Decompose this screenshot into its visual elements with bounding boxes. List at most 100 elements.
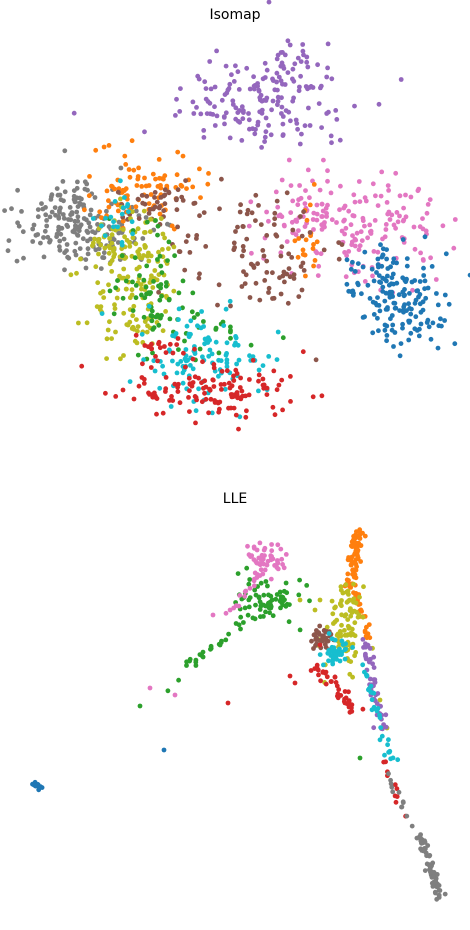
scatter-point bbox=[274, 387, 280, 393]
scatter-point bbox=[426, 853, 432, 859]
scatter-point bbox=[150, 350, 155, 356]
scatter-point bbox=[260, 556, 266, 562]
scatter-point bbox=[328, 133, 334, 139]
scatter-point bbox=[311, 182, 317, 187]
scatter-point bbox=[401, 304, 407, 310]
scatter-point bbox=[142, 230, 147, 235]
scatter-point bbox=[361, 584, 366, 590]
scatter-point bbox=[152, 190, 158, 195]
scatter-point bbox=[247, 595, 253, 600]
scatter-point bbox=[268, 557, 274, 563]
scatter-point bbox=[363, 653, 368, 659]
scatter-point bbox=[362, 628, 368, 634]
scatter-point bbox=[93, 147, 99, 153]
scatter-point bbox=[103, 215, 108, 221]
scatter-point bbox=[429, 872, 435, 877]
scatter-point bbox=[369, 689, 375, 695]
scatter-point bbox=[340, 590, 346, 596]
scatter-point bbox=[316, 672, 321, 678]
scatter-point bbox=[367, 222, 373, 228]
scatter-point bbox=[431, 870, 437, 875]
scatter-point bbox=[149, 308, 155, 314]
scatter-point bbox=[187, 409, 192, 414]
scatter-point bbox=[228, 335, 233, 341]
scatter-point bbox=[281, 269, 287, 275]
scatter-point bbox=[362, 614, 368, 619]
scatter-point bbox=[253, 592, 259, 598]
scatter-point bbox=[233, 603, 239, 609]
scatter-point bbox=[58, 197, 64, 203]
scatter-point bbox=[407, 306, 412, 311]
scatter-point bbox=[139, 331, 145, 337]
scatter-point bbox=[370, 299, 376, 305]
scatter-point bbox=[421, 848, 426, 854]
scatter-point bbox=[2, 208, 7, 214]
scatter-point bbox=[368, 231, 374, 236]
scatter-point bbox=[275, 558, 280, 563]
scatter-point bbox=[307, 598, 312, 604]
scatter-point bbox=[189, 383, 195, 389]
scatter-point bbox=[411, 224, 417, 230]
scatter-point bbox=[112, 302, 117, 308]
scatter-point bbox=[126, 167, 132, 172]
scatter-point bbox=[266, 218, 271, 224]
scatter-point bbox=[349, 702, 355, 708]
scatter-point bbox=[266, 123, 271, 128]
scatter-point bbox=[387, 293, 393, 299]
scatter-point bbox=[187, 250, 193, 255]
scatter-point bbox=[368, 689, 374, 695]
scatter-point bbox=[321, 628, 327, 634]
scatter-point bbox=[216, 282, 222, 288]
scatter-point bbox=[327, 649, 333, 654]
scatter-point bbox=[235, 342, 241, 348]
scatter-point bbox=[352, 552, 357, 557]
scatter-point bbox=[147, 229, 153, 235]
scatter-point bbox=[343, 612, 349, 618]
scatter-point bbox=[57, 244, 62, 250]
scatter-point bbox=[263, 115, 269, 121]
scatter-point bbox=[241, 110, 246, 115]
scatter-point bbox=[120, 218, 126, 224]
scatter-point bbox=[407, 291, 412, 296]
scatter-point bbox=[38, 240, 43, 246]
scatter-point bbox=[129, 219, 135, 225]
scatter-point bbox=[287, 274, 293, 280]
scatter-point bbox=[182, 338, 187, 344]
scatter-point bbox=[288, 399, 293, 404]
scatter-point bbox=[352, 620, 358, 626]
scatter-point bbox=[372, 677, 378, 682]
scatter-point bbox=[358, 543, 364, 548]
scatter-point bbox=[220, 319, 226, 325]
scatter-point bbox=[163, 309, 169, 314]
scatter-point bbox=[212, 123, 218, 128]
scatter-point bbox=[314, 628, 319, 633]
scatter-point bbox=[257, 562, 263, 568]
scatter-point bbox=[285, 70, 291, 75]
scatter-point bbox=[340, 642, 346, 647]
scatter-point bbox=[369, 707, 375, 713]
scatter-point bbox=[342, 613, 348, 619]
scatter-point bbox=[302, 123, 308, 129]
scatter-point bbox=[429, 880, 435, 886]
scatter-point bbox=[376, 710, 381, 716]
scatter-point bbox=[375, 315, 380, 321]
scatter-point bbox=[350, 631, 356, 637]
scatter-point bbox=[385, 769, 390, 775]
scatter-point bbox=[121, 353, 126, 358]
scatter-point bbox=[348, 266, 354, 272]
scatter-point bbox=[379, 169, 385, 175]
scatter-point bbox=[413, 297, 419, 303]
scatter-point bbox=[427, 862, 433, 867]
scatter-point bbox=[235, 110, 241, 115]
scatter-point bbox=[280, 598, 286, 604]
scatter-point bbox=[130, 308, 136, 313]
scatter-point bbox=[409, 823, 415, 829]
scatter-point bbox=[388, 781, 394, 787]
scatter-point bbox=[156, 249, 161, 255]
scatter-point bbox=[115, 240, 121, 245]
scatter-point bbox=[429, 863, 434, 869]
scatter-point bbox=[384, 247, 389, 253]
scatter-point bbox=[253, 218, 258, 224]
scatter-point bbox=[35, 207, 41, 213]
scatter-point bbox=[196, 275, 202, 281]
